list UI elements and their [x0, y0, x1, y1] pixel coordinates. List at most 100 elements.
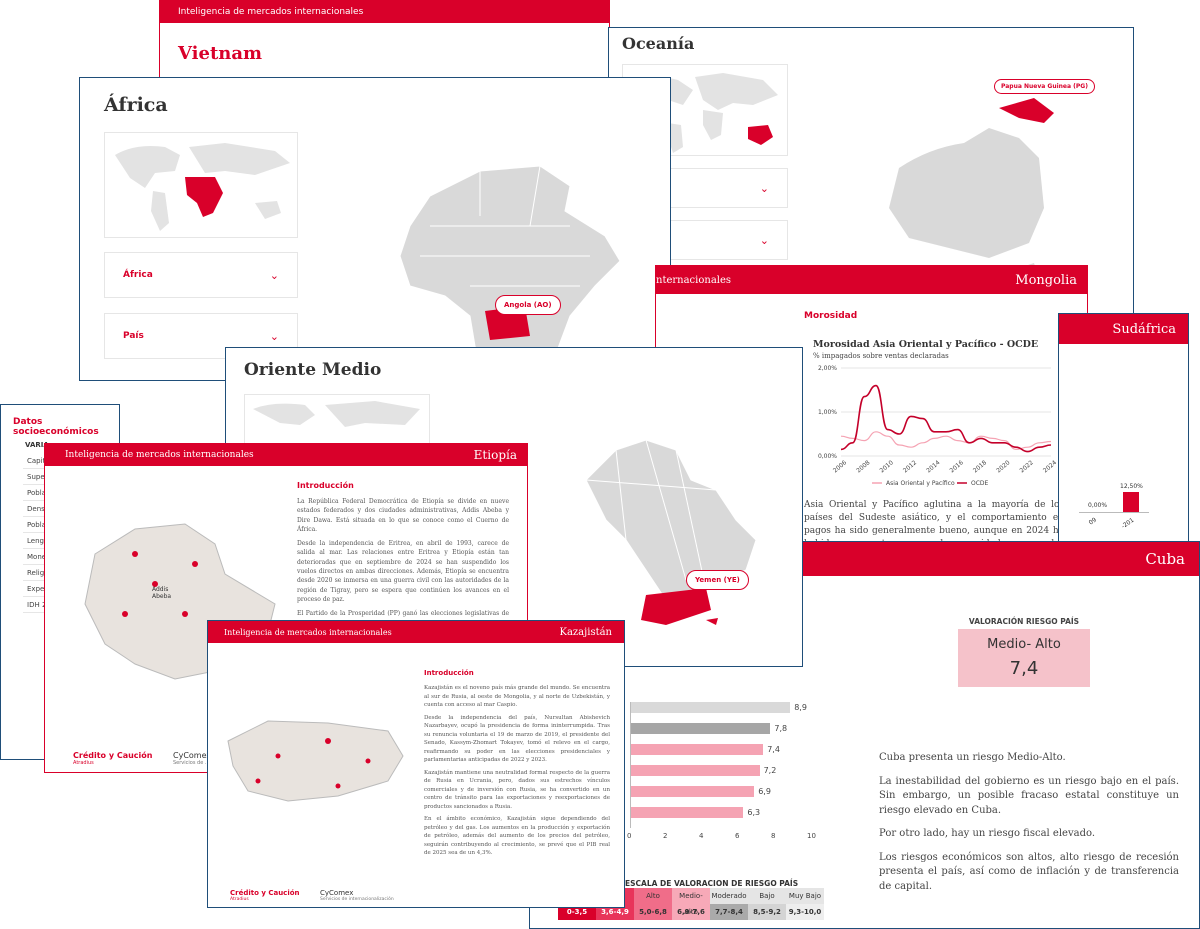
- africa-map: [399, 165, 621, 380]
- scale-cell-range: 5,0-6,8: [634, 904, 672, 920]
- x-tick-label: 2012: [902, 459, 918, 474]
- x-tick-label: 2008: [855, 459, 871, 474]
- cuba-text: Cuba presenta un riesgo Medio-Alto. La i…: [879, 751, 1179, 894]
- mongolia-header-right: Mongolia: [1015, 272, 1077, 288]
- etiopia-logo-sub: Atradius: [73, 760, 94, 766]
- sudafrica-header: Sudáfrica: [1059, 314, 1188, 344]
- risk-bar: [630, 765, 760, 776]
- morosidad-line-chart: 0,00% 1,00% 2,00% 2006 2008 2010 2012 2014 2016 2…: [818, 365, 1058, 487]
- series-line-ocde: [840, 384, 1052, 453]
- kazajistan-logo2: CyComex Servicios de internacionalizació…: [320, 889, 394, 902]
- risk-bar: [630, 786, 755, 797]
- etiopia-header-right: Etiopía: [473, 448, 517, 462]
- datos-title: Datos socioeconómicos: [13, 417, 99, 437]
- sudafrica-bar: [1123, 492, 1139, 512]
- mongolia-chart-subtitle: % impagados sobre ventas declaradas: [813, 352, 949, 360]
- scale-cell-range: 8,5-9,2: [748, 904, 786, 920]
- kazajistan-logo2-sub: Servicios de internacionalización: [320, 897, 394, 902]
- mongolia-body: Asia Oriental y Pacífico aglutina a la m…: [804, 500, 1064, 546]
- risk-bar-value: 7,8: [774, 724, 788, 733]
- oceania-map-label[interactable]: Papua Nueva Guinea (PG): [994, 79, 1095, 94]
- scale-title: ESCALA DE VALORACION DE RIESGO PAÍS: [625, 879, 799, 888]
- etiopia-header: Inteligencia de mercados internacionales…: [45, 444, 527, 466]
- oriente-map: [585, 439, 757, 625]
- cuba-p2: La inestabilidad del gobierno es un ries…: [879, 775, 1179, 816]
- africa-minimap[interactable]: [104, 132, 298, 238]
- x-tick-label: 0: [627, 832, 632, 840]
- x-tick-label: 2016: [949, 459, 965, 474]
- etiopia-logo-text: Crédito y Caución: [73, 751, 153, 760]
- scale-cell-label: Bajo: [748, 888, 786, 904]
- etiopia-section-title: Introducción: [297, 481, 354, 490]
- kazajistan-map: [227, 720, 404, 802]
- chevron-down-icon: ⌄: [759, 233, 769, 247]
- x-axis-line: [630, 702, 631, 828]
- kazajistan-section-title: Introducción: [424, 669, 474, 677]
- sudafrica-card[interactable]: Sudáfrica 0,00% 12,50% 09 -201: [1058, 313, 1189, 555]
- kazajistan-logo-text: Crédito y Caución: [230, 889, 300, 897]
- risk-bar-value: 8,9: [794, 703, 807, 712]
- africa-card[interactable]: África África ⌄ País ⌄ Angola (AO): [79, 77, 671, 381]
- scale-cell-label: Alto: [634, 888, 672, 904]
- etiopia-logo: Crédito y Caución Atradius: [73, 751, 152, 766]
- scale-cell-range: 0-3,5: [558, 904, 596, 920]
- kazajistan-p1: Kazajistán es el noveno país más grande …: [424, 685, 610, 709]
- valoracion-label: VALORACIÓN RIESGO PAÍS: [968, 617, 1080, 626]
- kazajistan-p4: En el ámbito económico, Kazajistán sigue…: [424, 816, 610, 857]
- x-tick-label: 10: [807, 832, 816, 840]
- cuba-p1: Cuba presenta un riesgo Medio-Alto.: [879, 752, 1066, 763]
- x-tick-label: 4: [699, 832, 704, 840]
- kazajistan-header: Inteligencia de mercados internacionales…: [208, 621, 624, 643]
- scale-cell-label: Medio- Alto: [672, 888, 710, 916]
- mongolia-chart-title: Morosidad Asia Oriental y Pacífico - OCD…: [813, 339, 1039, 350]
- risk-bar: [630, 702, 791, 713]
- scale-cell-range: 7,7-8,4: [710, 904, 748, 920]
- kazajistan-logo2-text: CyComex: [320, 889, 354, 897]
- scale-cell-label: Muy Bajo: [786, 888, 824, 904]
- oceania-title: Oceanía: [622, 34, 695, 53]
- kazajistan-p3: Kazajistán mantiene una neutralidad form…: [424, 769, 610, 810]
- x-tick-label: 2022: [1019, 459, 1035, 474]
- scale-cell-range: 9,3-10,0: [786, 904, 824, 920]
- y-tick-label: 1,00%: [818, 409, 837, 416]
- scale-cell: Moderado 7,7-8,4: [710, 888, 748, 920]
- scale-cell: Muy Bajo 9,3-10,0: [786, 888, 824, 920]
- scale-cell-range: 6,9-7,6: [672, 904, 710, 920]
- etiopia-header-left: Inteligencia de mercados internacionales: [65, 450, 254, 460]
- y-tick-label: 2,00%: [818, 365, 837, 372]
- cuba-card[interactable]: Cuba VALORACIÓN RIESGO PAÍS Medio- Alto …: [529, 541, 1200, 929]
- x-tick-label: 2020: [995, 459, 1011, 474]
- sudafrica-tick-a: 09: [1087, 516, 1098, 527]
- x-tick-label: 2014: [925, 459, 941, 474]
- vietnam-header: Inteligencia de mercados internacionales: [160, 1, 609, 23]
- x-tick-label: 2018: [972, 459, 988, 474]
- oriente-map-label[interactable]: Yemen (YE): [686, 570, 749, 590]
- y-tick-label: 0,00%: [818, 453, 837, 460]
- kazajistan-header-left: Inteligencia de mercados internacionales: [224, 627, 392, 637]
- oriente-minimap[interactable]: [244, 394, 430, 449]
- chevron-down-icon: ⌄: [269, 329, 279, 343]
- sudafrica-header-label: Sudáfrica: [1112, 321, 1176, 337]
- vietnam-title: Vietnam: [178, 43, 263, 64]
- kazajistan-logo: Crédito y Caución Atradius: [230, 889, 300, 902]
- scale-cell: Bajo 8,5-9,2: [748, 888, 786, 920]
- legend-label: OCDE: [971, 480, 989, 487]
- vietnam-card[interactable]: Inteligencia de mercados internacionales…: [159, 0, 610, 90]
- datos-header-cell: VARIA: [25, 441, 49, 449]
- kazajistan-logo-sub: Atradius: [230, 897, 249, 902]
- mongolia-section-title: Morosidad: [804, 311, 858, 321]
- x-tick-label: 8: [771, 832, 776, 840]
- risk-bar-value: 7,4: [767, 745, 780, 754]
- x-tick-label: 2024: [1042, 459, 1058, 474]
- etiopia-logo2: CyComex Servicios de ...: [173, 751, 211, 766]
- x-tick-label: 2010: [879, 459, 895, 474]
- cuba-p3: Por otro lado, hay un riesgo fiscal elev…: [879, 828, 1095, 839]
- series-line-asia: [840, 431, 1052, 451]
- cuba-header-label: Cuba: [1145, 550, 1185, 568]
- sudafrica-bar-label-right: 12,50%: [1120, 483, 1143, 490]
- risk-bar-chart: 8,9 7,8 7,4 7,2 6,9 6,3 0 2 4 6 8 10: [627, 702, 816, 842]
- kazajistan-card[interactable]: Inteligencia de mercados internacionales…: [207, 620, 625, 908]
- africa-map-label[interactable]: Angola (AO): [495, 295, 561, 315]
- africa-accordion-region[interactable]: África ⌄: [104, 252, 298, 298]
